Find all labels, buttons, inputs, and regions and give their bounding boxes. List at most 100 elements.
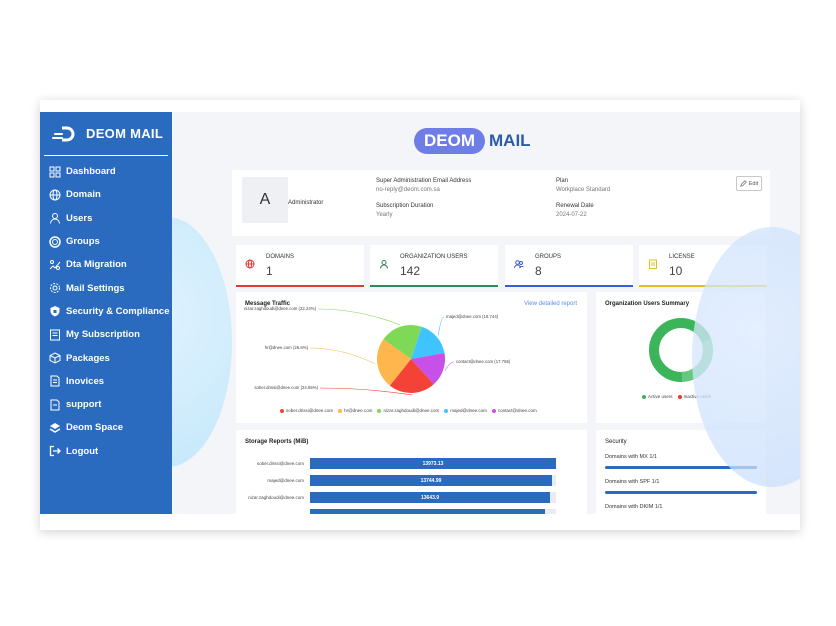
sidebar: DEOM MAIL Dashboard Domain Users Groups Dta … xyxy=(40,112,172,514)
header-logo: DEOM MAIL xyxy=(414,128,531,154)
legend-dot xyxy=(338,408,343,413)
sidebar-item-packages[interactable]: Packages xyxy=(40,346,172,369)
legend-dot xyxy=(642,394,646,399)
legend-dot xyxy=(444,408,449,413)
stat-card-organization-users[interactable]: ORGANIZATION USERS 142 xyxy=(370,245,498,287)
legend-dot xyxy=(491,408,496,413)
globe-icon xyxy=(48,188,61,201)
message-traffic-card: Message Traffic View detailed report sob… xyxy=(236,292,587,423)
stat-label: DOMAINS xyxy=(266,254,295,260)
sidebar-item-label: Dashboard xyxy=(66,166,116,178)
license-icon xyxy=(649,259,657,269)
sidebar-item-label: My Subscription xyxy=(66,329,140,341)
summary-title: Organization Users Summary xyxy=(605,301,690,307)
storage-bar[interactable]: 13744.99 xyxy=(310,475,552,486)
sidebar-item-label: Mail Settings xyxy=(66,282,125,294)
legend-dot xyxy=(677,394,682,399)
sidebar-item-users[interactable]: Users xyxy=(40,207,172,230)
legend-item[interactable]: majed@dnee.com xyxy=(444,408,487,413)
pie-slice[interactable] xyxy=(389,359,434,393)
stat-accent-bar xyxy=(639,285,767,287)
layers-icon xyxy=(48,421,61,434)
sidebar-item-my-subscription[interactable]: My Subscription xyxy=(40,323,172,346)
sidebar-item-groups[interactable]: Groups xyxy=(40,230,172,253)
legend-item[interactable]: nizar.zaghdoudi@dnee.com xyxy=(377,408,439,413)
sidebar-item-label: Groups xyxy=(66,236,100,248)
email-value: no-reply@deom.com.sa xyxy=(376,187,440,193)
legend-label: nizar.zaghdoudi@dnee.com xyxy=(383,408,440,413)
legend-item[interactable]: hr@dnee.com xyxy=(338,408,372,413)
renewal-label: Renewal Date xyxy=(556,203,594,209)
user-icon xyxy=(48,212,61,225)
storage-user: sober.drissi@dnee.com xyxy=(256,461,304,466)
legend-dot xyxy=(280,408,284,413)
view-report-link[interactable]: View detailed report xyxy=(524,301,577,307)
sidebar-item-mail-settings[interactable]: Mail Settings xyxy=(40,276,172,299)
duration-value: Yearly xyxy=(376,212,393,218)
sidebar-item-support[interactable]: support xyxy=(40,393,172,416)
support-icon xyxy=(48,398,61,411)
stat-value: 142 xyxy=(400,264,421,278)
pie-leader-line xyxy=(437,316,445,336)
storage-title: Storage Reports (MiB) xyxy=(245,439,309,445)
legend-label: contact@dnee.com xyxy=(497,408,537,413)
globe-icon xyxy=(245,259,255,269)
legend-label: Active users xyxy=(648,394,673,399)
storage-bar[interactable]: 13973.13 xyxy=(310,458,556,469)
sidebar-item-logout[interactable]: Logout xyxy=(40,440,172,463)
admin-role: Administrator xyxy=(288,200,324,206)
sidebar-item-label: Dta Migration xyxy=(66,259,127,271)
legend-item[interactable]: contact@dnee.com xyxy=(491,408,537,413)
invoice-icon xyxy=(48,375,61,388)
main-content: DEOM MAIL A Administrator Super Administ… xyxy=(172,112,800,514)
sidebar-item-label: Domain xyxy=(66,189,101,201)
sidebar-nav: Dashboard Domain Users Groups Dta Migration M… xyxy=(40,156,172,463)
logo-deom: DEOM xyxy=(414,128,485,154)
pie-slice[interactable] xyxy=(411,326,445,359)
pie-leader-line xyxy=(309,347,376,365)
logout-icon xyxy=(48,445,61,458)
dashboard-icon xyxy=(48,165,61,178)
traffic-title: Message Traffic xyxy=(245,301,291,307)
legend-label: sober.drissi@dnee.com xyxy=(286,408,334,413)
sidebar-item-label: Users xyxy=(66,212,93,224)
sidebar-item-dashboard[interactable]: Dashboard xyxy=(40,160,172,183)
storage-row xyxy=(236,509,587,514)
stat-value: 1 xyxy=(266,264,273,278)
storage-bar[interactable]: 13643.9 xyxy=(310,492,550,503)
storage-user: nizar.zaghdoudi@dnee.com xyxy=(248,495,304,500)
traffic-legend: sober.drissi@dnee.com hr@dnee.com nizar.za… xyxy=(280,408,542,413)
storage-user: majed@dnee.com xyxy=(267,478,304,483)
security-item: Domains with MX 1/1 xyxy=(605,454,657,460)
edit-button[interactable]: Edit xyxy=(736,176,762,191)
sidebar-item-label: Packages xyxy=(66,352,110,364)
stat-card-groups[interactable]: GROUPS 8 xyxy=(505,245,633,287)
pie-slice[interactable] xyxy=(411,352,445,385)
edit-icon xyxy=(739,180,747,187)
pie-leader-line xyxy=(317,308,400,326)
security-item: Domains with SPF 1/1 xyxy=(605,479,660,485)
sidebar-item-label: Logout xyxy=(66,445,99,457)
subscription-icon xyxy=(48,328,61,341)
stat-accent-bar xyxy=(370,285,498,287)
sidebar-item-deom-space[interactable]: Deom Space xyxy=(40,416,172,439)
app-window: DEOM MAIL Dashboard Domain Users Groups Dta … xyxy=(40,100,800,530)
stat-label: ORGANIZATION USERS xyxy=(400,254,468,260)
sidebar-item-domain[interactable]: Domain xyxy=(40,183,172,206)
renewal-value: 2024-07-22 xyxy=(556,212,587,218)
sidebar-item-label: Deom Space xyxy=(66,422,124,434)
legend-item[interactable]: Active users xyxy=(642,394,673,399)
legend-label: majed@dnee.com xyxy=(450,408,487,413)
sidebar-item-security-compliance[interactable]: Security & Compliance xyxy=(40,300,172,323)
pie-slice-label: hr@dnee.com (26.6%) xyxy=(264,345,308,350)
legend-item[interactable]: sober.drissi@dnee.com xyxy=(280,408,333,413)
security-progress-bar xyxy=(605,466,757,469)
pie-slice[interactable] xyxy=(377,339,411,386)
sidebar-item-dta-migration[interactable]: Dta Migration xyxy=(40,253,172,276)
stat-card-domains[interactable]: DOMAINS 1 xyxy=(236,245,364,287)
traffic-pie-chart xyxy=(309,308,455,396)
sidebar-item-inovices[interactable]: Inovices xyxy=(40,370,172,393)
pie-slice[interactable] xyxy=(383,325,422,359)
pie-leader-line xyxy=(319,387,413,396)
storage-bar[interactable] xyxy=(310,509,545,514)
